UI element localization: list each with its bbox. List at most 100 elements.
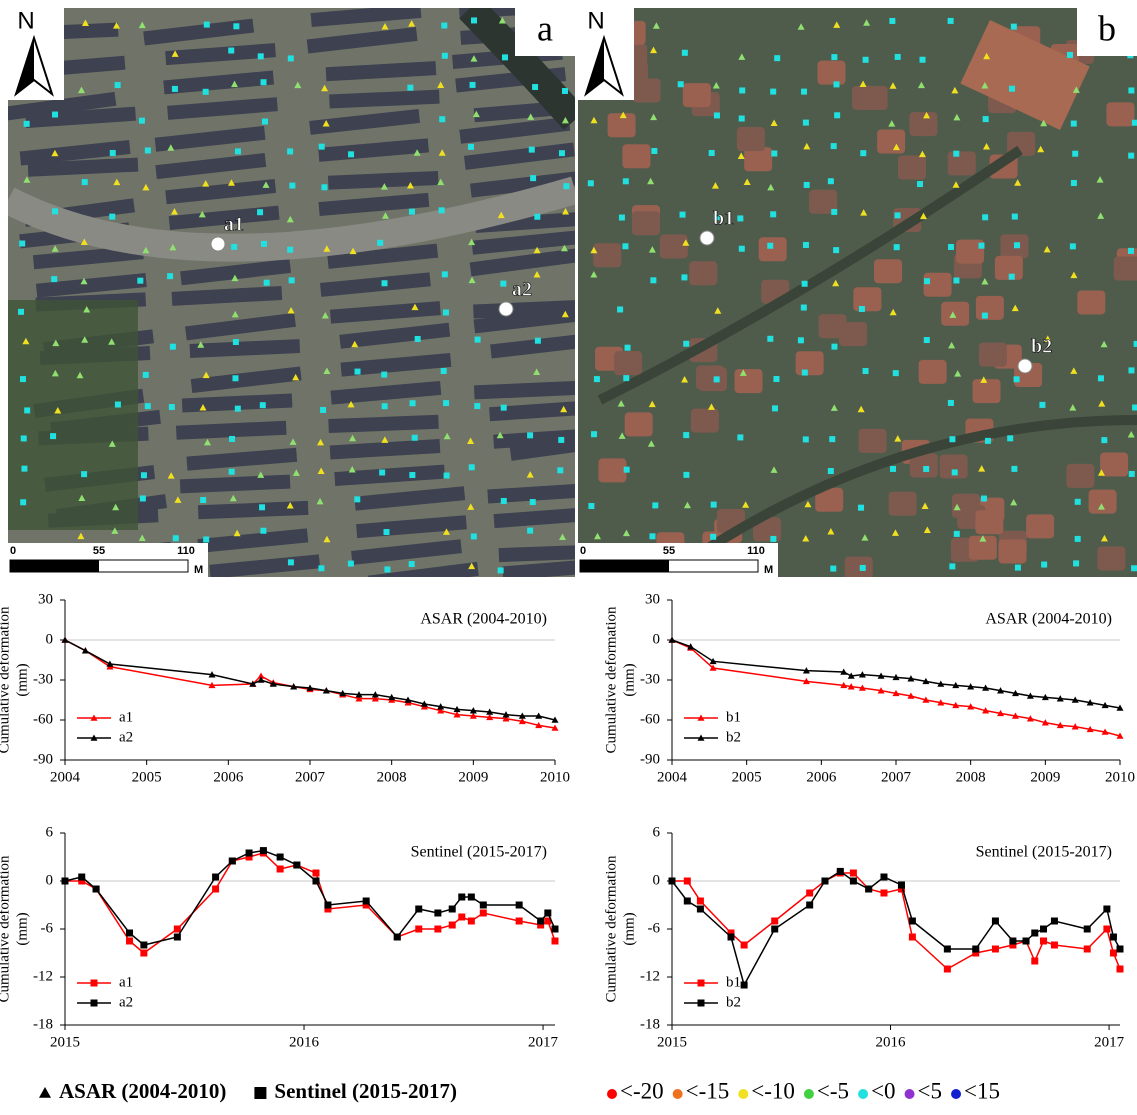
- map-point: [502, 54, 508, 60]
- map-point: [594, 376, 600, 382]
- legend-dot: [738, 1089, 748, 1099]
- map-point: [651, 148, 657, 154]
- map-point: [924, 337, 930, 343]
- roof: [998, 539, 1026, 563]
- map-point: [200, 497, 206, 503]
- map-point: [953, 277, 959, 283]
- map-point: [833, 81, 839, 87]
- legend-label: b1: [726, 709, 741, 725]
- marker: [277, 854, 284, 861]
- map-point: [1101, 437, 1107, 443]
- map-point: [588, 180, 594, 186]
- roof: [819, 314, 847, 338]
- map-point: [228, 48, 234, 54]
- marker: [1103, 906, 1110, 913]
- map-point: [714, 376, 720, 382]
- marker: [480, 902, 487, 909]
- marker: [516, 918, 523, 925]
- map-point: [949, 436, 955, 442]
- map-point: [1131, 565, 1137, 571]
- roof: [1114, 257, 1137, 281]
- x-tick-label: 2009: [458, 769, 488, 785]
- roof: [1100, 453, 1128, 477]
- map-point: [767, 336, 773, 342]
- map-point: [622, 243, 628, 249]
- map-point: [261, 79, 267, 85]
- marker: [728, 934, 735, 941]
- map-point: [828, 178, 834, 184]
- map-point: [863, 57, 869, 63]
- roof: [689, 261, 717, 285]
- map-point: [441, 368, 447, 374]
- chart-title: ASAR (2004-2010): [985, 611, 1112, 628]
- map-point: [501, 498, 507, 504]
- marker: [1023, 938, 1030, 945]
- map-point: [109, 214, 115, 220]
- map-point: [682, 50, 688, 56]
- map-point: [407, 85, 413, 91]
- map-point: [1075, 536, 1081, 542]
- scale-unit: M: [764, 564, 773, 576]
- map-point: [982, 214, 988, 220]
- legend-label: a1: [119, 974, 133, 990]
- roof: [614, 351, 642, 375]
- map-point: [954, 531, 960, 537]
- marker: [821, 878, 828, 885]
- map-point: [739, 87, 745, 93]
- map-point: [1039, 402, 1045, 408]
- roof: [975, 510, 1003, 534]
- sample-label: a2: [512, 279, 532, 301]
- legend-dot: [905, 1089, 915, 1099]
- marker: [684, 878, 691, 885]
- y-tick-label: -90: [33, 751, 53, 767]
- x-tick-label: 2015: [657, 1034, 687, 1050]
- marker: [415, 906, 422, 913]
- map-point: [920, 57, 926, 63]
- panel-label: b: [1098, 8, 1116, 48]
- marker: [480, 910, 487, 917]
- map-point: [895, 212, 901, 218]
- marker: [1110, 950, 1117, 957]
- roof: [593, 243, 621, 267]
- panel-label: a: [537, 8, 553, 48]
- map-point: [890, 466, 896, 472]
- map-point: [377, 240, 383, 246]
- roof: [909, 112, 937, 136]
- map-point: [137, 278, 143, 284]
- map-point: [829, 436, 835, 442]
- y-axis-label: (mm): [621, 912, 637, 945]
- legend-label: <-20: [620, 1078, 664, 1103]
- scale-bar-black: [10, 560, 99, 572]
- map-point: [468, 144, 474, 150]
- map-point: [259, 504, 265, 510]
- marker: [697, 906, 704, 913]
- marker: [324, 902, 331, 909]
- x-tick-label: 2008: [377, 769, 407, 785]
- map-point: [802, 370, 808, 376]
- map-point: [534, 214, 540, 220]
- map-point: [558, 437, 564, 443]
- map-point: [532, 84, 538, 90]
- map-point: [354, 496, 360, 502]
- map-point: [381, 372, 387, 378]
- marker: [293, 862, 300, 869]
- marker: [669, 878, 676, 885]
- map-point: [834, 112, 840, 118]
- marker: [78, 874, 85, 881]
- marker: [516, 902, 523, 909]
- marker: [537, 918, 544, 925]
- marker: [944, 946, 951, 953]
- map-point: [678, 81, 684, 87]
- x-tick-label: 2005: [732, 769, 762, 785]
- map-point: [143, 372, 149, 378]
- map-point: [470, 82, 476, 88]
- series-line: [65, 851, 555, 945]
- map-point: [895, 54, 901, 60]
- map-point: [233, 339, 239, 345]
- map-point: [981, 496, 987, 502]
- marker: [363, 898, 370, 905]
- series-line: [65, 640, 555, 728]
- sample-label: a1: [224, 214, 244, 236]
- map-point: [923, 466, 929, 472]
- map-point: [1128, 87, 1134, 93]
